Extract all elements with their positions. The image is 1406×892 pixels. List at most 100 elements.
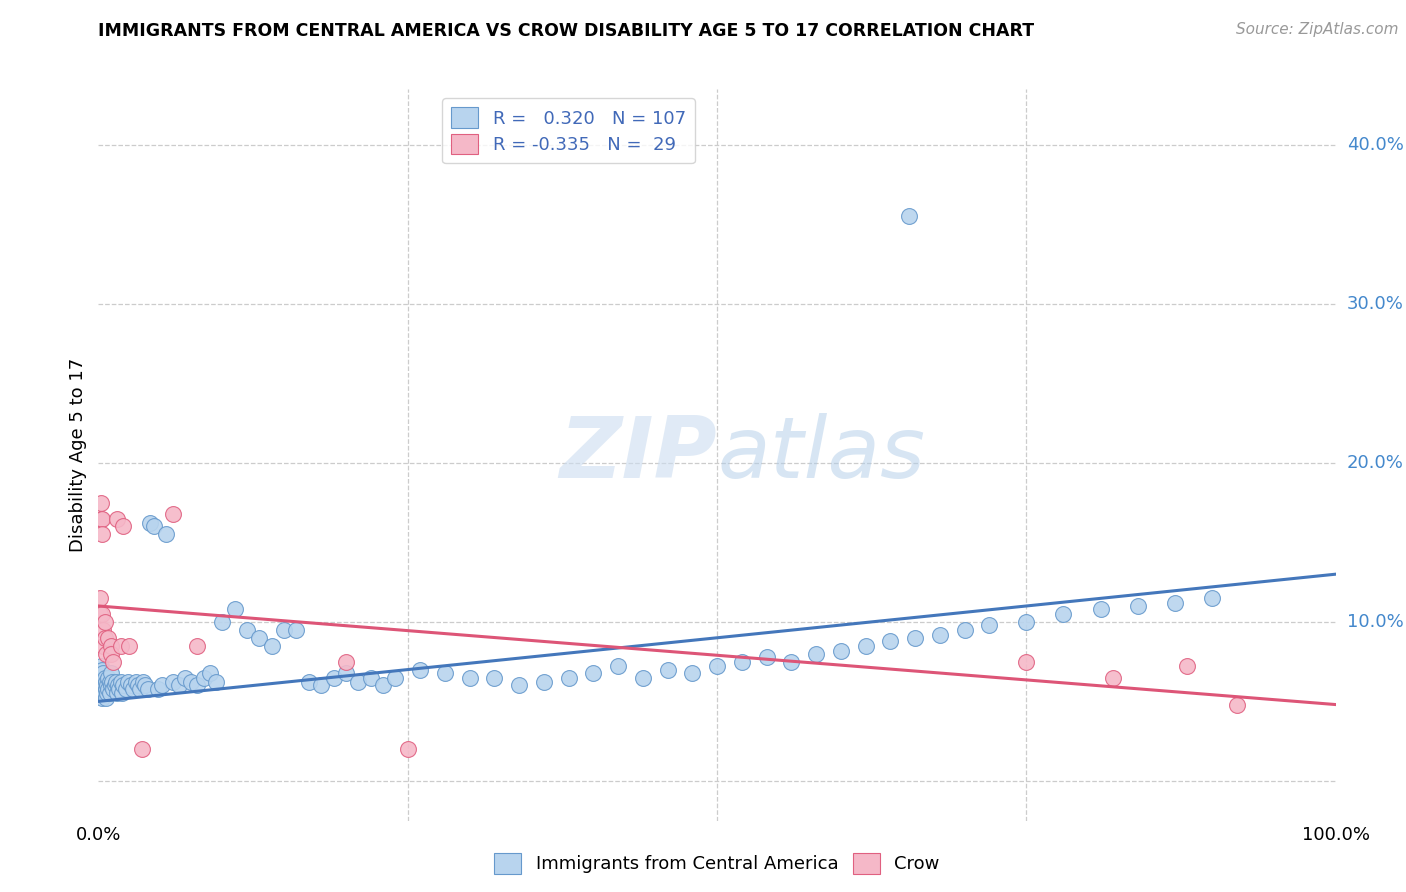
Point <box>260 639 283 653</box>
Point <box>91 607 114 621</box>
Point <box>91 681 114 696</box>
Point <box>108 681 131 696</box>
Point <box>94 691 117 706</box>
Point <box>146 681 169 696</box>
Point <box>139 516 162 531</box>
Point <box>97 681 120 696</box>
Point <box>89 591 111 605</box>
Legend: Immigrants from Central America, Crow: Immigrants from Central America, Crow <box>486 846 948 881</box>
Point <box>273 623 295 637</box>
Point <box>731 655 754 669</box>
Point <box>1164 596 1187 610</box>
Point <box>100 665 122 680</box>
Text: 20.0%: 20.0% <box>1347 454 1403 472</box>
Point <box>93 639 115 653</box>
Point <box>97 671 120 685</box>
Point <box>582 665 605 680</box>
Point <box>1052 607 1074 621</box>
Text: ZIP: ZIP <box>560 413 717 497</box>
Point <box>89 665 111 680</box>
Point <box>508 678 530 692</box>
Point <box>118 639 141 653</box>
Point <box>804 647 827 661</box>
Point <box>186 639 208 653</box>
Point <box>1015 655 1038 669</box>
Point <box>90 495 112 509</box>
Point <box>94 681 117 696</box>
Point <box>657 663 679 677</box>
Point <box>174 671 197 685</box>
Point <box>347 675 370 690</box>
Point <box>90 659 112 673</box>
Point <box>953 623 976 637</box>
Point <box>830 643 852 657</box>
Point <box>100 647 122 661</box>
Point <box>105 511 128 525</box>
Text: 10.0%: 10.0% <box>1347 613 1403 631</box>
Point <box>93 675 115 690</box>
Point <box>607 659 630 673</box>
Text: atlas: atlas <box>717 413 925 497</box>
Point <box>1102 671 1125 685</box>
Point <box>904 631 927 645</box>
Point <box>91 527 114 541</box>
Point <box>103 655 125 669</box>
Point <box>105 686 128 700</box>
Point <box>124 675 146 690</box>
Point <box>98 686 121 700</box>
Point <box>89 675 111 690</box>
Text: 40.0%: 40.0% <box>1347 136 1403 153</box>
Point <box>91 511 114 525</box>
Point <box>897 210 920 224</box>
Point <box>458 671 481 685</box>
Point <box>167 678 190 692</box>
Point <box>780 655 803 669</box>
Point <box>122 681 145 696</box>
Point <box>755 649 778 664</box>
Point <box>100 639 122 653</box>
Point <box>193 671 215 685</box>
Point <box>90 671 112 685</box>
Point <box>117 675 139 690</box>
Point <box>224 602 246 616</box>
Point <box>247 631 270 645</box>
Point <box>298 675 321 690</box>
Point <box>1126 599 1149 613</box>
Point <box>335 655 357 669</box>
Point <box>533 675 555 690</box>
Point <box>93 671 115 685</box>
Point <box>111 686 134 700</box>
Point <box>93 631 115 645</box>
Point <box>1175 659 1198 673</box>
Point <box>127 678 149 692</box>
Point <box>96 678 118 692</box>
Point <box>100 678 122 692</box>
Text: Source: ZipAtlas.com: Source: ZipAtlas.com <box>1236 22 1399 37</box>
Point <box>879 634 901 648</box>
Point <box>112 678 135 692</box>
Point <box>93 615 115 629</box>
Point <box>855 639 877 653</box>
Point <box>98 675 121 690</box>
Point <box>89 686 111 700</box>
Point <box>631 671 654 685</box>
Point <box>89 607 111 621</box>
Point <box>155 527 177 541</box>
Point <box>90 686 112 700</box>
Point <box>93 623 115 637</box>
Point <box>110 639 132 653</box>
Point <box>91 673 114 688</box>
Point <box>112 519 135 533</box>
Text: 30.0%: 30.0% <box>1347 295 1403 313</box>
Point <box>285 623 308 637</box>
Point <box>180 675 202 690</box>
Point <box>384 671 406 685</box>
Point <box>134 678 156 692</box>
Point <box>150 678 173 692</box>
Point <box>371 678 394 692</box>
Point <box>132 675 155 690</box>
Point <box>120 678 142 692</box>
Point <box>94 647 117 661</box>
Point <box>94 675 117 690</box>
Point <box>706 659 728 673</box>
